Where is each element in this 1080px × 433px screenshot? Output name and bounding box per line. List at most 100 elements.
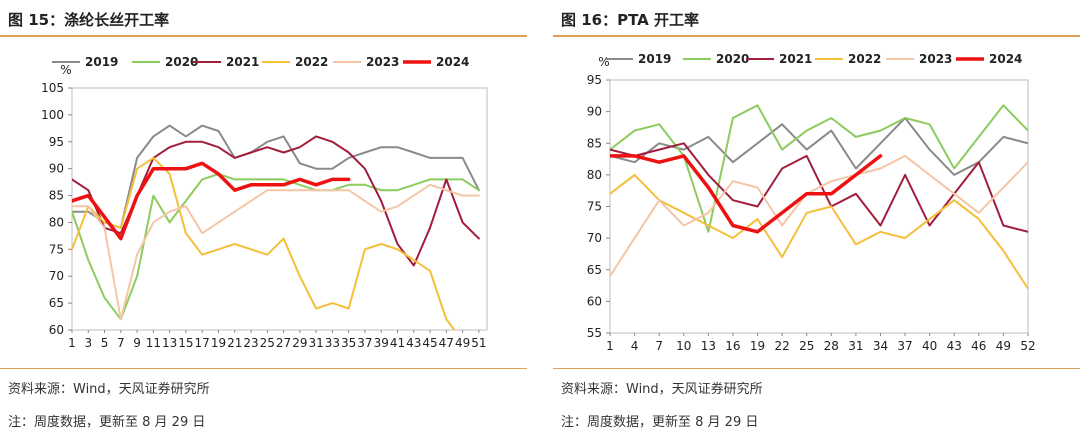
series-line-2023 — [610, 154, 1028, 278]
y-tick-label: 70 — [587, 231, 602, 245]
x-tick-label: 11 — [146, 336, 161, 350]
x-tick-label: 40 — [922, 339, 937, 353]
series-line-2019 — [610, 117, 1028, 176]
y-tick-label: 55 — [587, 326, 602, 340]
x-tick-label: 31 — [848, 339, 863, 353]
x-tick-label: 19 — [750, 339, 765, 353]
x-tick-label: 5 — [101, 336, 109, 350]
y-tick-label: 60 — [587, 294, 602, 308]
legend-label-2023: 2023 — [366, 55, 399, 69]
footer-divider — [0, 368, 527, 369]
series-line-2021 — [610, 142, 1028, 233]
legend-label-2021: 2021 — [226, 55, 259, 69]
x-tick-label: 51 — [471, 336, 486, 350]
y-tick-label: 60 — [49, 323, 64, 337]
y-tick-label: 65 — [49, 296, 64, 310]
y-tick-label: 75 — [49, 242, 64, 256]
x-tick-label: 35 — [341, 336, 356, 350]
y-tick-label: 100 — [41, 108, 64, 122]
update-note: 注：周度数据，更新至 8 月 29 日 — [8, 415, 206, 430]
update-note: 注：周度数据，更新至 8 月 29 日 — [561, 415, 759, 430]
x-tick-label: 41 — [390, 336, 405, 350]
x-tick-label: 29 — [292, 336, 307, 350]
x-tick-label: 22 — [774, 339, 789, 353]
y-tick-label: 85 — [49, 189, 64, 203]
x-tick-label: 31 — [308, 336, 323, 350]
legend-label-2020: 2020 — [165, 55, 198, 69]
x-tick-label: 9 — [133, 336, 141, 350]
footer-divider — [553, 368, 1080, 369]
source-note: 资料来源：Wind，天风证券研究所 — [8, 382, 210, 397]
x-tick-label: 39 — [374, 336, 389, 350]
title-divider — [553, 35, 1080, 37]
chart-title: 图 16：PTA 开工率 — [561, 11, 699, 29]
x-tick-label: 10 — [676, 339, 691, 353]
legend-label-2023: 2023 — [919, 52, 952, 66]
y-tick-label: 80 — [49, 215, 64, 229]
legend-label-2020: 2020 — [716, 52, 749, 66]
legend-label-2024: 2024 — [436, 55, 469, 69]
y-tick-label: 90 — [587, 105, 602, 119]
line-chart-polyester: 60 65 70 75 80 85 90 95 100 105% 1 3 5 7 9 11 13 15 17 19 21… — [41, 55, 488, 350]
x-tick-label: 23 — [243, 336, 258, 350]
series-line-2024 — [610, 154, 883, 234]
x-tick-label: 25 — [799, 339, 814, 353]
legend-label-2019: 2019 — [85, 55, 118, 69]
series-line-2020 — [72, 173, 480, 321]
y-tick-label: 105 — [41, 81, 64, 95]
plot-frame — [71, 87, 488, 331]
series-line-2022 — [72, 156, 456, 330]
y-tick-label: 70 — [49, 269, 64, 283]
x-tick-label: 49 — [455, 336, 470, 350]
x-tick-label: 46 — [971, 339, 986, 353]
x-tick-label: 37 — [357, 336, 372, 350]
series-line-2024 — [72, 161, 351, 241]
x-tick-label: 27 — [276, 336, 291, 350]
source-note: 资料来源：Wind，天风证券研究所 — [561, 382, 763, 397]
x-tick-label: 1 — [68, 336, 76, 350]
y-axis-unit: % — [598, 55, 609, 69]
x-tick-label: 33 — [325, 336, 340, 350]
y-tick-label: 95 — [49, 135, 64, 149]
x-tick-label: 7 — [117, 336, 125, 350]
series-line-2022 — [610, 173, 1028, 290]
legend-label-2022: 2022 — [295, 55, 328, 69]
y-tick-label: 65 — [587, 263, 602, 277]
x-tick-label: 52 — [1020, 339, 1035, 353]
x-tick-label: 7 — [655, 339, 663, 353]
x-tick-label: 25 — [260, 336, 275, 350]
x-tick-label: 17 — [195, 336, 210, 350]
chart-panel-pta: 图 16：PTA 开工率 55 60 65 70 75 80 85 90 95% 1 4 7 10 13 1… — [553, 0, 1080, 433]
x-tick-label: 16 — [725, 339, 740, 353]
x-tick-label: 13 — [162, 336, 177, 350]
legend-label-2022: 2022 — [848, 52, 881, 66]
series-line-2020 — [610, 104, 1028, 233]
series-line-2023 — [72, 183, 480, 321]
x-tick-label: 4 — [631, 339, 639, 353]
x-tick-label: 15 — [178, 336, 193, 350]
x-tick-label: 45 — [422, 336, 437, 350]
x-tick-label: 21 — [227, 336, 242, 350]
x-tick-label: 19 — [211, 336, 226, 350]
title-divider — [0, 35, 527, 37]
series-line-2019 — [72, 124, 480, 229]
y-tick-label: 95 — [587, 73, 602, 87]
y-tick-label: 80 — [587, 168, 602, 182]
legend-label-2021: 2021 — [779, 52, 812, 66]
x-tick-label: 49 — [996, 339, 1011, 353]
x-tick-label: 43 — [947, 339, 962, 353]
x-tick-label: 1 — [606, 339, 614, 353]
y-tick-label: 75 — [587, 200, 602, 214]
legend-label-2024: 2024 — [989, 52, 1022, 66]
y-tick-label: 85 — [587, 136, 602, 150]
y-tick-label: 90 — [49, 162, 64, 176]
x-tick-label: 47 — [439, 336, 454, 350]
legend-label-2019: 2019 — [638, 52, 671, 66]
x-tick-label: 34 — [873, 339, 888, 353]
chart-title: 图 15：涤纶长丝开工率 — [8, 11, 170, 29]
x-tick-label: 13 — [701, 339, 716, 353]
line-chart-pta: 55 60 65 70 75 80 85 90 95% 1 4 7 10 13 16 19 22 25 28 31 34… — [587, 52, 1036, 353]
x-tick-label: 37 — [897, 339, 912, 353]
y-axis-unit: % — [60, 63, 71, 77]
x-tick-label: 28 — [824, 339, 839, 353]
